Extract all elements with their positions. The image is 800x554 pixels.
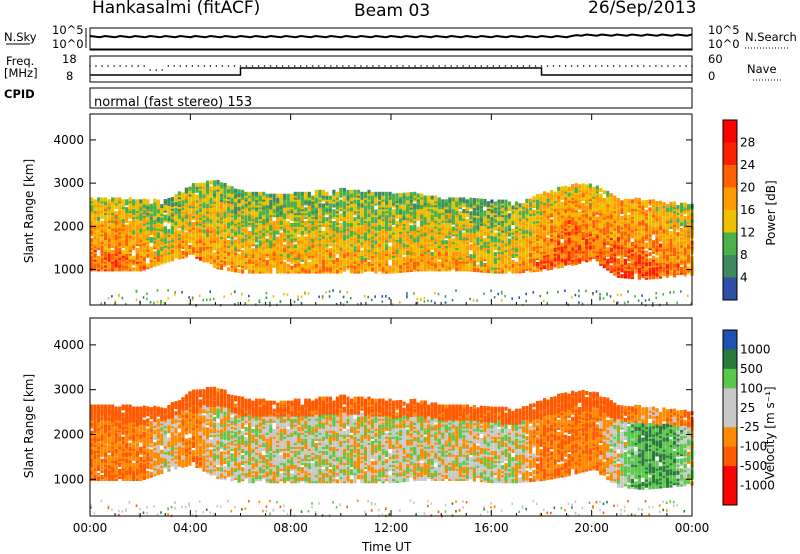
ytick-label: 2000 (53, 219, 84, 233)
xtick-label: 04:00 (173, 521, 208, 535)
ytick-label: 4000 (53, 133, 84, 147)
beam-title: Beam 03 (354, 1, 431, 21)
colorbar-tick-label: 16 (740, 203, 755, 217)
ytick-label: 1000 (53, 263, 84, 277)
colorbar-tick-label: -25 (740, 420, 760, 434)
time-axis-label: Time UT (362, 540, 412, 554)
colorbar-tick-label: 28 (740, 136, 755, 150)
freq-tick-high: 18 (62, 52, 77, 66)
cpid-text: normal (fast stereo) 153 (94, 95, 253, 110)
colorbar-tick-label: -100 (740, 440, 767, 454)
colorbar-tick-label: -500 (740, 459, 767, 473)
colorbar-segment (723, 255, 737, 278)
colorbar-frame (722, 119, 738, 301)
colorbar-segment (723, 388, 737, 409)
velocity-heatmap (90, 386, 694, 518)
colorbar-segment (723, 142, 737, 166)
freq-label: Freq. (6, 54, 35, 68)
nave-tick-high: 60 (708, 52, 723, 66)
xtick-label: 12:00 (374, 521, 409, 535)
nsearch-tick-high: 10^5 (708, 23, 740, 37)
nsearch-label: N.Search (745, 30, 797, 44)
cpid-panel-frame (89, 87, 693, 109)
date-title: 26/Sep/2013 (588, 0, 697, 18)
colorbar-segment (723, 165, 737, 188)
colorbar-tick-label: 100 (740, 381, 763, 395)
colorbar-tick-label: 1000 (740, 342, 771, 356)
xtick-label: 20:00 (574, 521, 609, 535)
ytick-label: 3000 (53, 383, 84, 397)
nsky-label: N.Sky (4, 30, 37, 44)
nsky-trace (89, 33, 693, 39)
colorbar-segment (723, 427, 737, 448)
colorbar-tick-label: 12 (740, 226, 755, 240)
xtick-label: 08:00 (273, 521, 308, 535)
colorbar-segment (723, 232, 737, 256)
freq-tick-low: 8 (66, 69, 74, 83)
colorbar-segment (723, 368, 737, 389)
nave-trace (89, 65, 693, 71)
xtick-label: 00:00 (73, 521, 108, 535)
colorbar-frame (722, 329, 738, 506)
ytick-label: 3000 (53, 176, 84, 190)
colorbar-segment (723, 466, 737, 487)
colorbar-segment (723, 485, 737, 506)
nave-label: Nave (747, 62, 777, 76)
colorbar-segment (723, 187, 737, 211)
frequency-trace (90, 67, 692, 76)
colorbar-tick-label: 8 (740, 248, 748, 262)
ytick-label: 2000 (53, 427, 84, 441)
xtick-label: 00:00 (675, 521, 710, 535)
station-title: Hankasalmi (fitACF) (92, 0, 261, 18)
ytick-label: 4000 (53, 338, 84, 352)
nsearch-tick-low: 10^0 (708, 37, 740, 51)
colorbar-tick-label: -1000 (740, 479, 775, 493)
colorbar-segment (723, 349, 737, 370)
xtick-label: 16:00 (474, 521, 509, 535)
ytick-label: 1000 (53, 472, 84, 486)
colorbar-segment (723, 446, 737, 467)
nave-tick-low: 0 (708, 69, 716, 83)
colorbar-segment (723, 407, 737, 428)
cpid-label: CPID (4, 87, 35, 101)
nsky-panel-frame (89, 27, 693, 51)
colorbar-segment (723, 210, 737, 233)
freq-unit-label: [MHz] (4, 66, 38, 80)
nsky-tick-high: 10^5 (52, 23, 84, 37)
colorbar-tick-label: 4 (740, 271, 748, 285)
freq-panel-frame (89, 55, 693, 83)
colorbar-tick-label: 24 (740, 158, 755, 172)
colorbar-tick-label: 20 (740, 181, 755, 195)
power-heatmap (90, 179, 694, 307)
colorbar-segment (723, 330, 737, 350)
colorbar-segment (723, 120, 737, 143)
colorbar-tick-label: 500 (740, 362, 763, 376)
nsky-tick-low: 10^0 (52, 37, 84, 51)
colorbar-segment (723, 277, 737, 301)
colorbar-tick-label: 25 (740, 401, 755, 415)
